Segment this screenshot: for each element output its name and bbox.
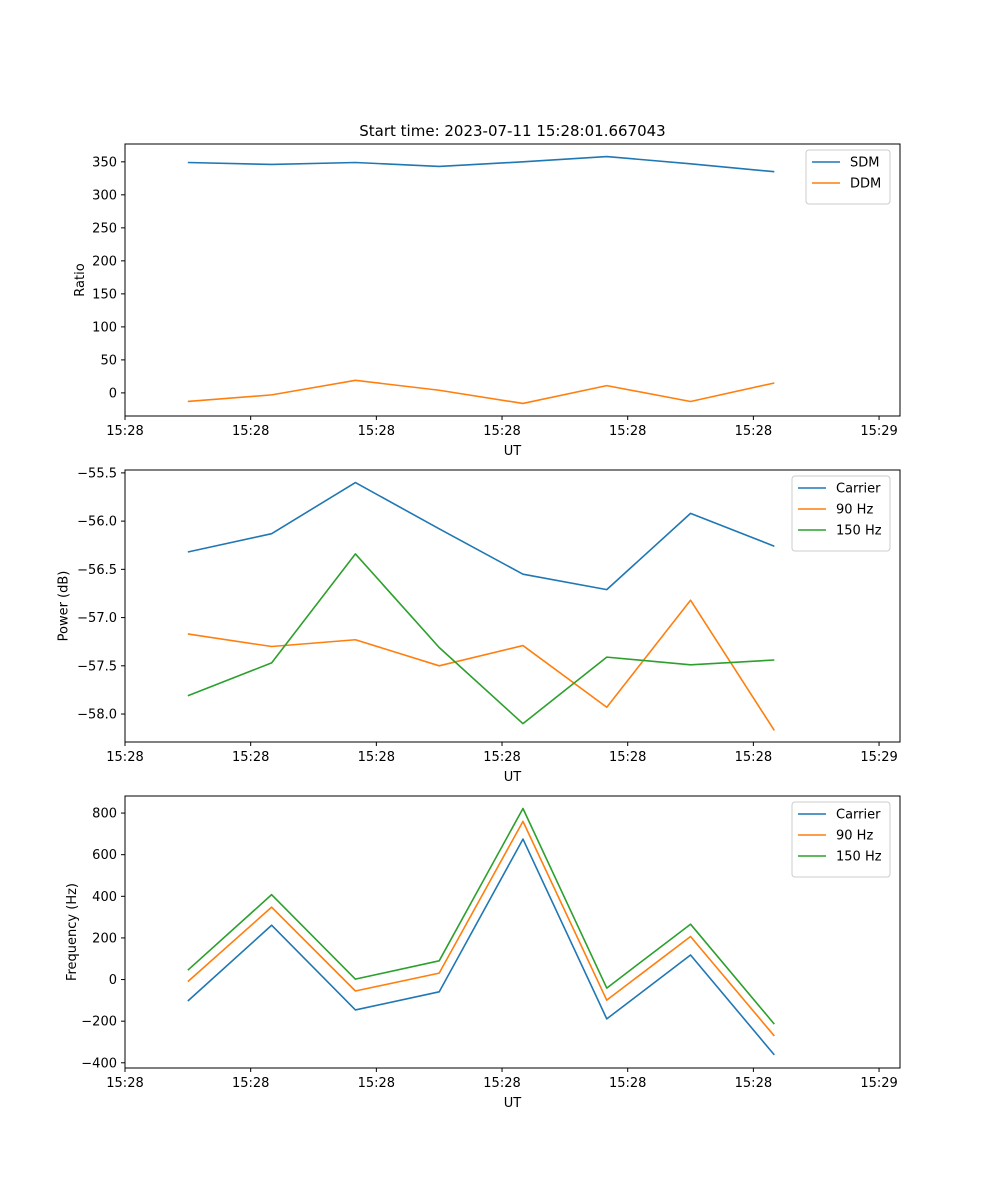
legend-label: Carrier <box>836 808 881 823</box>
series-line-90-hz <box>187 820 775 1037</box>
x-tick-label: 15:28 <box>483 1076 520 1091</box>
x-tick-label: 15:28 <box>232 424 269 439</box>
y-tick-label: −56.5 <box>77 563 117 578</box>
series-line-90-hz <box>187 599 775 731</box>
y-tick-label: 400 <box>92 890 117 905</box>
legend-label: Carrier <box>836 482 881 497</box>
y-tick-label: 800 <box>92 807 117 822</box>
y-tick-label: −57.5 <box>77 659 117 674</box>
y-tick-label: −200 <box>81 1015 117 1030</box>
legend-box <box>791 475 891 552</box>
x-tick-label: 15:28 <box>609 424 646 439</box>
subplot-2: 15:28 15:28 15:28 15:28 15:28 15:28 15:29 −58.0… <box>57 466 901 785</box>
y-tick-label: −400 <box>81 1056 117 1071</box>
x-tick-label: 15:28 <box>735 1076 772 1091</box>
legend: Carrier 90 Hz 150 Hz <box>791 801 891 878</box>
x-tick-label: 15:28 <box>106 1076 143 1091</box>
series-line-150-hz <box>187 807 775 1025</box>
subplot-1: 15:28 15:28 15:28 15:28 15:28 15:28 15:29 0 50 10… <box>73 143 901 459</box>
x-tick-label: 15:28 <box>358 424 395 439</box>
x-tick-label: 15:29 <box>860 424 897 439</box>
x-tick-label: 15:28 <box>609 750 646 765</box>
x-axis-label: UT <box>504 770 522 785</box>
y-tick-label: −56.0 <box>77 515 117 530</box>
axes-frame <box>124 469 901 743</box>
x-axis-label: UT <box>504 444 522 459</box>
y-tick-label: −57.0 <box>77 611 117 626</box>
y-tick-label: 50 <box>100 353 117 368</box>
y-tick-label: −58.0 <box>77 708 117 723</box>
y-tick-label: 300 <box>92 188 117 203</box>
axes-frame <box>124 795 901 1069</box>
subplot-3: 15:28 15:28 15:28 15:28 15:28 15:28 15:29 −400 −… <box>65 795 901 1111</box>
y-tick-label: 100 <box>92 320 117 335</box>
legend-label: DDM <box>850 177 881 192</box>
y-tick-label: −55.5 <box>77 466 117 481</box>
y-tick-label: 200 <box>92 931 117 946</box>
y-tick-label: 0 <box>109 386 117 401</box>
y-tick-label: 350 <box>92 155 117 170</box>
x-tick-label: 15:28 <box>735 750 772 765</box>
x-tick-label: 15:28 <box>358 750 395 765</box>
legend-label: SDM <box>850 156 879 171</box>
legend-label: 90 Hz <box>836 503 873 518</box>
x-tick-label: 15:28 <box>232 1076 269 1091</box>
series-line-150-hz <box>187 553 775 725</box>
legend-label: 150 Hz <box>836 850 882 865</box>
chart-title: Start time: 2023-07-11 15:28:01.667043 <box>359 122 665 140</box>
y-axis-label: Frequency (Hz) <box>65 883 80 981</box>
series-line-ddm <box>187 379 775 405</box>
legend-label: 150 Hz <box>836 524 882 539</box>
axes-frame <box>124 143 901 417</box>
x-tick-label: 15:28 <box>106 750 143 765</box>
y-tick-label: 0 <box>109 973 117 988</box>
x-tick-label: 15:28 <box>106 424 143 439</box>
legend-label: 90 Hz <box>836 829 873 844</box>
series-line-carrier <box>187 838 775 1056</box>
y-axis-label: Power (dB) <box>57 571 72 642</box>
legend-box <box>791 801 891 878</box>
x-tick-label: 15:28 <box>483 424 520 439</box>
x-tick-label: 15:29 <box>860 750 897 765</box>
legend-box <box>805 149 891 205</box>
x-axis-label: UT <box>504 1096 522 1111</box>
y-tick-label: 600 <box>92 848 117 863</box>
x-tick-label: 15:28 <box>358 1076 395 1091</box>
y-tick-label: 150 <box>92 287 117 302</box>
y-axis-label: Ratio <box>73 263 88 296</box>
x-tick-label: 15:28 <box>609 1076 646 1091</box>
x-tick-label: 15:28 <box>735 424 772 439</box>
x-tick-label: 15:28 <box>483 750 520 765</box>
x-tick-label: 15:28 <box>232 750 269 765</box>
legend: SDM DDM <box>805 149 891 205</box>
axes-container: 15:28 15:28 15:28 15:28 15:28 15:28 15:29 0 50 10… <box>57 143 901 1111</box>
legend: Carrier 90 Hz 150 Hz <box>791 475 891 552</box>
y-tick-label: 250 <box>92 221 117 236</box>
y-tick-label: 200 <box>92 254 117 269</box>
series-line-carrier <box>187 481 775 591</box>
series-line-sdm <box>187 155 775 173</box>
x-tick-label: 15:29 <box>860 1076 897 1091</box>
